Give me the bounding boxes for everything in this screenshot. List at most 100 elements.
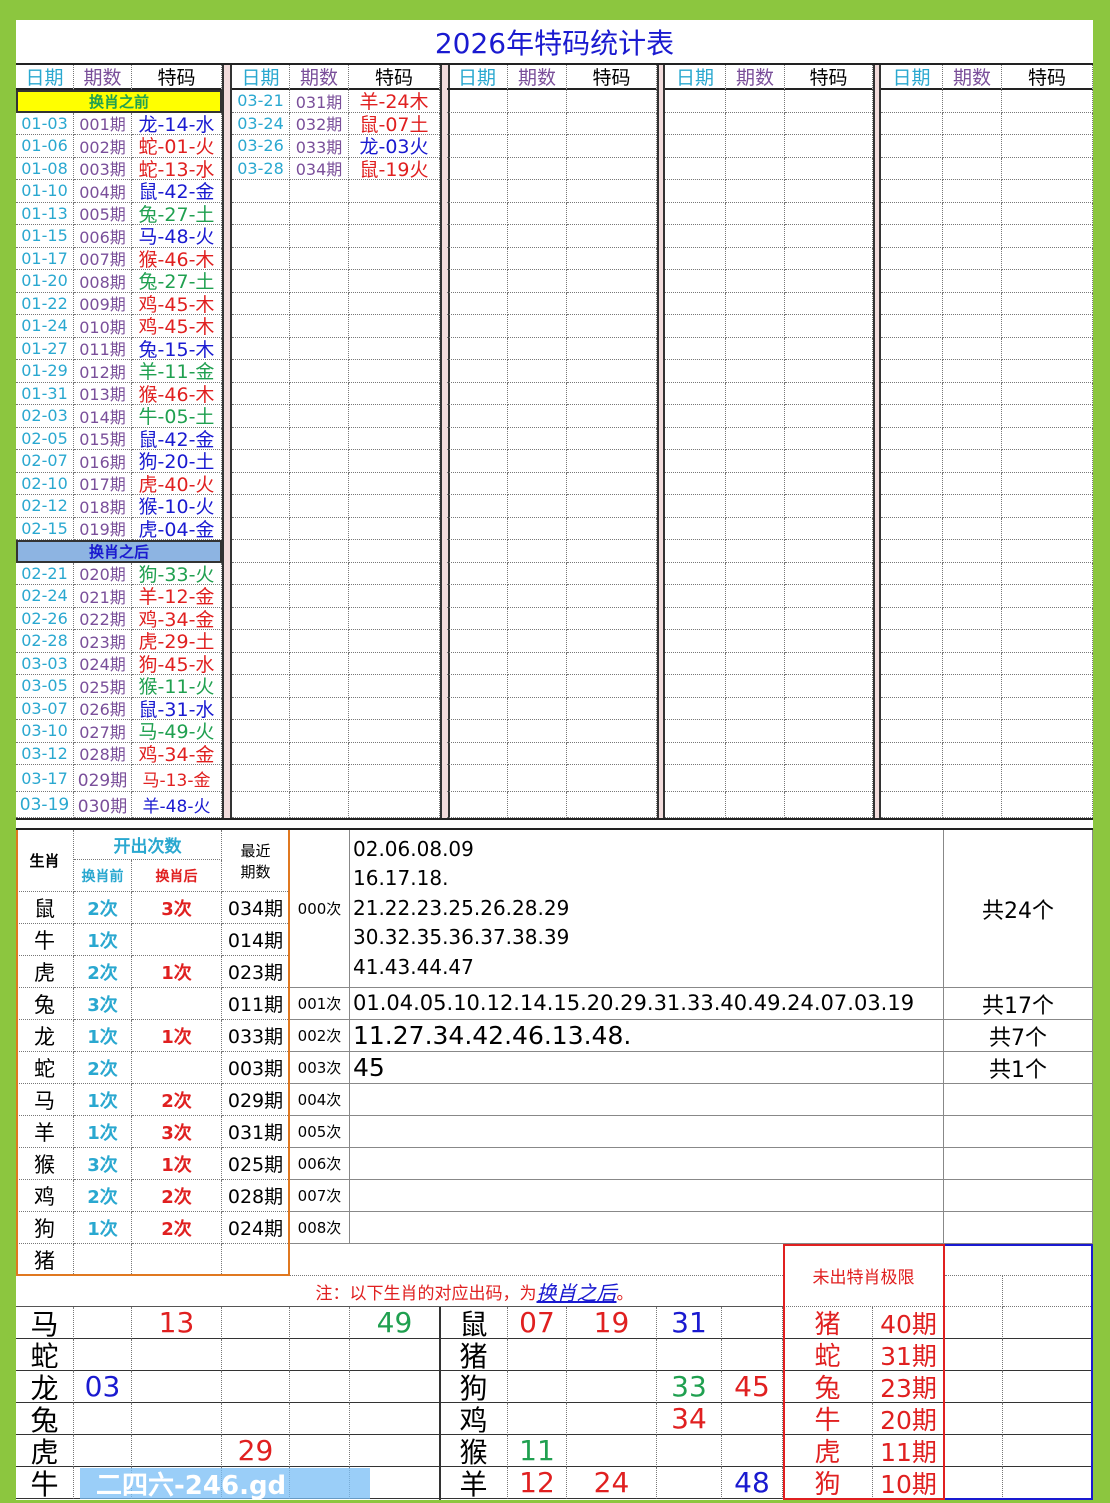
- count-after: 3次: [132, 892, 222, 924]
- blue-box-cell: [1003, 1435, 1093, 1467]
- empty-cell: [881, 495, 943, 518]
- empty-cell: [232, 607, 290, 630]
- empty-cell: [567, 697, 657, 720]
- limit-zodiac: 狗: [783, 1467, 873, 1500]
- miss-total: 共24个: [944, 830, 1093, 988]
- record-period: 017期: [74, 472, 132, 495]
- empty-cell: [726, 360, 785, 383]
- map-number: [132, 1403, 222, 1435]
- miss-label: 008次: [290, 1212, 350, 1244]
- empty-cell: [665, 202, 726, 225]
- empty-cell: [567, 315, 657, 338]
- miss-total: [944, 1180, 1093, 1212]
- empty-cell: [508, 495, 567, 518]
- map-number: [132, 1339, 222, 1371]
- empty-cell: [232, 472, 290, 495]
- empty-cell: [665, 562, 726, 585]
- record-period: 001期: [74, 112, 132, 135]
- empty-cell: [447, 472, 508, 495]
- empty-cell: [1002, 315, 1093, 338]
- header-count: 开出次数: [74, 830, 222, 860]
- empty-cell: [785, 337, 873, 360]
- empty-cell: [567, 270, 657, 293]
- empty-cell: [1002, 405, 1093, 428]
- map-number: 31: [657, 1306, 722, 1339]
- map-number: [350, 1403, 440, 1435]
- count-after: 3次: [132, 1116, 222, 1148]
- header-code: 特码: [349, 65, 440, 90]
- map-zodiac: 龙: [16, 1371, 74, 1405]
- empty-cell: [943, 315, 1002, 338]
- blue-box-cell: [1003, 1307, 1093, 1339]
- miss-line: 01.04.05.10.12.14.15.20.29.31.33.40.49.2…: [353, 990, 915, 1015]
- record-code: 鸡-45-木: [132, 315, 222, 338]
- column-separator: [440, 65, 450, 818]
- empty-cell: [349, 405, 440, 428]
- empty-cell: [881, 517, 943, 540]
- empty-cell: [447, 517, 508, 540]
- empty-cell: [508, 792, 567, 818]
- blue-box-cell: [1003, 1371, 1093, 1403]
- record-period: 024期: [74, 652, 132, 675]
- count-before: [74, 1244, 132, 1276]
- limit-zodiac: 兔: [783, 1371, 873, 1404]
- empty-cell: [726, 652, 785, 675]
- empty-cell: [665, 225, 726, 248]
- count-after: 1次: [132, 1148, 222, 1180]
- empty-cell: [232, 225, 290, 248]
- empty-cell: [232, 495, 290, 518]
- map-number: [350, 1435, 440, 1467]
- record-code: 鼠-19火: [349, 157, 440, 181]
- empty-cell: [290, 427, 349, 450]
- empty-cell: [290, 180, 349, 203]
- empty-cell: [508, 247, 567, 270]
- zodiac-name: 猪: [16, 1244, 74, 1276]
- record-period: 010期: [74, 315, 132, 338]
- record-period: 009期: [74, 292, 132, 315]
- map-number: [722, 1435, 783, 1467]
- empty-cell: [1002, 292, 1093, 315]
- record-date: 01-31: [16, 382, 74, 405]
- empty-cell: [785, 225, 873, 248]
- record-period: 026期: [74, 697, 132, 720]
- record-code: 马-13-金: [132, 765, 222, 792]
- zodiac-name: 蛇: [16, 1052, 74, 1084]
- empty-cell: [1002, 697, 1093, 720]
- empty-cell: [447, 585, 508, 608]
- map-zodiac: 虎: [16, 1435, 74, 1469]
- record-period: 013期: [74, 382, 132, 405]
- empty-cell: [881, 382, 943, 405]
- note-link[interactable]: 换肖之后: [536, 1280, 617, 1305]
- empty-cell: [785, 607, 873, 630]
- empty-cell: [567, 472, 657, 495]
- empty-cell: [290, 360, 349, 383]
- empty-cell: [290, 630, 349, 653]
- count-after: 2次: [132, 1180, 222, 1212]
- header-code: 特码: [1002, 65, 1093, 90]
- map-number: [657, 1435, 722, 1467]
- record-code: 狗-45-水: [132, 652, 222, 676]
- count-after: 1次: [132, 1020, 222, 1052]
- record-code: 猴-46-木: [132, 382, 222, 406]
- record-period: 015期: [74, 427, 132, 450]
- empty-cell: [881, 337, 943, 360]
- count-before: 1次: [74, 1116, 132, 1148]
- empty-cell: [349, 495, 440, 518]
- empty-cell: [508, 405, 567, 428]
- empty-cell: [1002, 270, 1093, 293]
- empty-cell: [881, 652, 943, 675]
- empty-cell: [1002, 675, 1093, 698]
- recent-period: 029期: [222, 1084, 290, 1116]
- empty-cell: [349, 427, 440, 450]
- map-number: [508, 1403, 567, 1435]
- empty-cell: [567, 742, 657, 765]
- empty-cell: [943, 765, 1002, 792]
- empty-cell: [508, 135, 567, 158]
- empty-cell: [785, 270, 873, 293]
- record-date: 03-21: [232, 90, 290, 113]
- empty-cell: [290, 405, 349, 428]
- map-number: [222, 1371, 290, 1403]
- empty-cell: [232, 765, 290, 792]
- record-period: 033期: [290, 135, 349, 158]
- empty-cell: [881, 315, 943, 338]
